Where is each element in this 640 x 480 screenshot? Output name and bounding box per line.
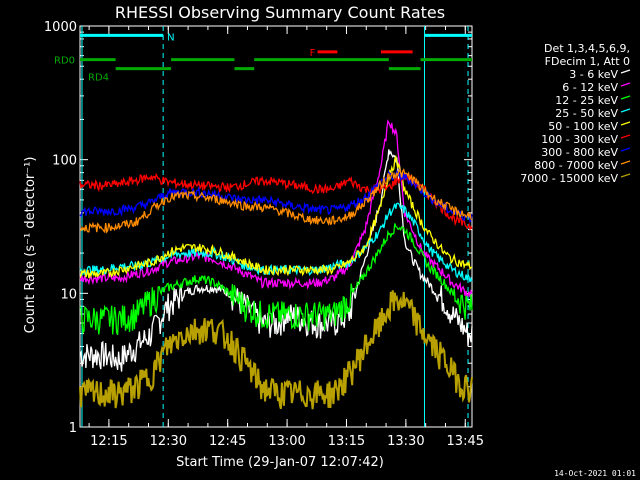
status-bar-label: F xyxy=(310,48,316,59)
series-line xyxy=(79,169,473,223)
legend-swatch xyxy=(620,160,631,165)
legend-swatch xyxy=(620,108,631,113)
legend-swatch xyxy=(620,82,631,87)
x-tick-label: 13:00 xyxy=(268,434,305,449)
plot-frame xyxy=(79,25,473,428)
legend-swatch xyxy=(620,134,631,139)
series-line xyxy=(79,119,473,298)
series-group xyxy=(79,149,473,372)
legend-swatch xyxy=(620,69,631,74)
series-group xyxy=(79,168,473,234)
y-tick-label: 100 xyxy=(52,154,77,169)
legend-swatch xyxy=(620,173,631,178)
series-group xyxy=(79,154,473,279)
x-tick-label: 12:30 xyxy=(150,434,187,449)
legend-swatch xyxy=(620,147,631,152)
y-tick-label: 10 xyxy=(60,287,77,302)
x-tick-label: 12:45 xyxy=(209,434,246,449)
status-bar-label: RD0 xyxy=(54,56,75,67)
y-tick-label: 1 xyxy=(69,421,77,436)
y-tick-label: 1000 xyxy=(44,20,77,35)
legend-entry: 800 - 7000 keV xyxy=(534,159,618,172)
legend-entry: 25 - 50 keV xyxy=(555,107,618,120)
series-line xyxy=(79,154,473,279)
footer-timestamp: 14-Oct-2021 01:01 xyxy=(554,469,636,478)
series-line xyxy=(79,168,473,234)
series-group xyxy=(79,290,473,410)
series-group xyxy=(79,119,473,298)
legend-swatch xyxy=(620,95,631,100)
legend-header: FDecim 1, Att 0 xyxy=(545,55,630,68)
x-tick-label: 13:45 xyxy=(447,434,484,449)
legend-entry: 3 - 6 keV xyxy=(569,68,618,81)
x-tick-label: 13:30 xyxy=(387,434,424,449)
chart-title: RHESSI Observing Summary Count Rates xyxy=(115,3,445,22)
x-axis-label: Start Time (29-Jan-07 12:07:42) xyxy=(176,455,384,470)
status-bar-label: RD4 xyxy=(88,73,109,84)
legend-header: Det 1,3,4,5,6,9, xyxy=(544,42,630,55)
legend-entry: 100 - 300 keV xyxy=(541,133,618,146)
legend-entry: 6 - 12 keV xyxy=(562,81,618,94)
legend-entry: 300 - 800 keV xyxy=(541,146,618,159)
legend-entry: 7000 - 15000 keV xyxy=(520,172,618,185)
legend-entry: 50 - 100 keV xyxy=(548,120,618,133)
series-line xyxy=(79,149,473,372)
series-group xyxy=(79,223,473,336)
legend-entry: 12 - 25 keV xyxy=(555,94,618,107)
y-axis-label: Count Rate (s⁻¹ detector⁻¹) xyxy=(23,157,38,334)
x-tick-label: 12:15 xyxy=(90,434,127,449)
legend-swatch xyxy=(620,121,631,126)
x-tick-label: 13:15 xyxy=(328,434,365,449)
status-bar-label: N xyxy=(167,32,174,43)
series-line xyxy=(79,290,473,410)
series-line xyxy=(79,223,473,336)
series-group xyxy=(79,169,473,223)
